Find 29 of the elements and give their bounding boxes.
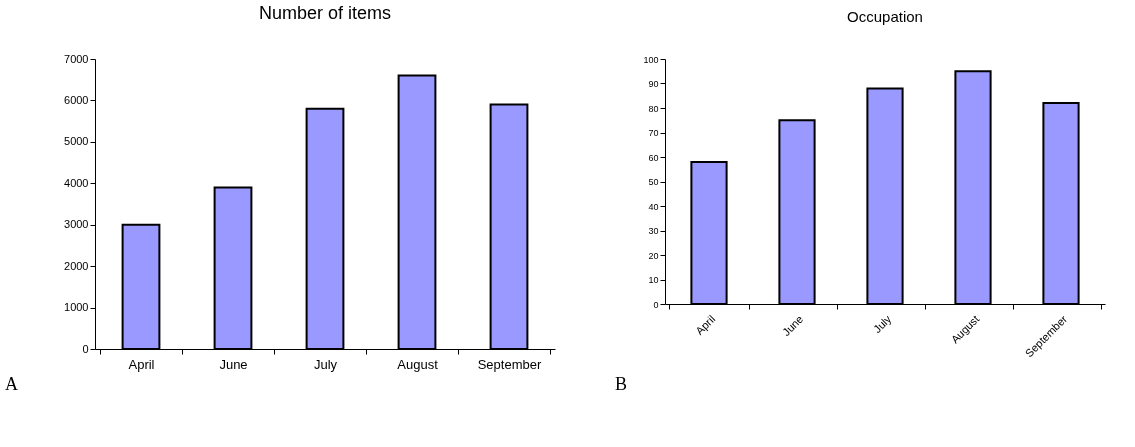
y-tick-label: 90 xyxy=(648,79,659,89)
y-tick-label: 50 xyxy=(648,177,659,187)
y-tick-label: 7000 xyxy=(64,52,89,65)
y-tick-label: 100 xyxy=(643,54,659,65)
text: A xyxy=(5,374,18,394)
x-tick-label: August xyxy=(397,356,439,372)
y-tick-label: 5000 xyxy=(64,135,89,148)
y-tick-label: 6000 xyxy=(64,93,89,106)
y-tick-label: 30 xyxy=(648,226,659,236)
x-tick-label: July xyxy=(313,356,338,372)
y-tick-label: 3000 xyxy=(64,218,89,231)
y-tick-label: 1000 xyxy=(64,301,89,314)
y-tick-label: 70 xyxy=(648,128,659,138)
text: B xyxy=(615,374,628,394)
y-tick-label: 80 xyxy=(648,103,659,114)
y-tick-label: 60 xyxy=(648,152,659,163)
y-tick-label: 2000 xyxy=(64,259,89,272)
y-tick-label: 10 xyxy=(648,275,659,285)
y-tick-label: 20 xyxy=(648,250,659,261)
chart-title: Number of items xyxy=(258,3,392,23)
y-tick-label: 0 xyxy=(653,299,659,310)
x-tick-label: June xyxy=(219,356,248,372)
y-tick-label: 4000 xyxy=(64,176,89,189)
y-tick-label: 40 xyxy=(648,201,659,212)
chart-title: Occupation xyxy=(847,8,923,25)
x-tick-label: September xyxy=(477,356,542,372)
y-tick-label: 0 xyxy=(82,342,89,355)
x-tick-label: July xyxy=(870,312,894,336)
x-tick-label: April xyxy=(128,356,155,372)
